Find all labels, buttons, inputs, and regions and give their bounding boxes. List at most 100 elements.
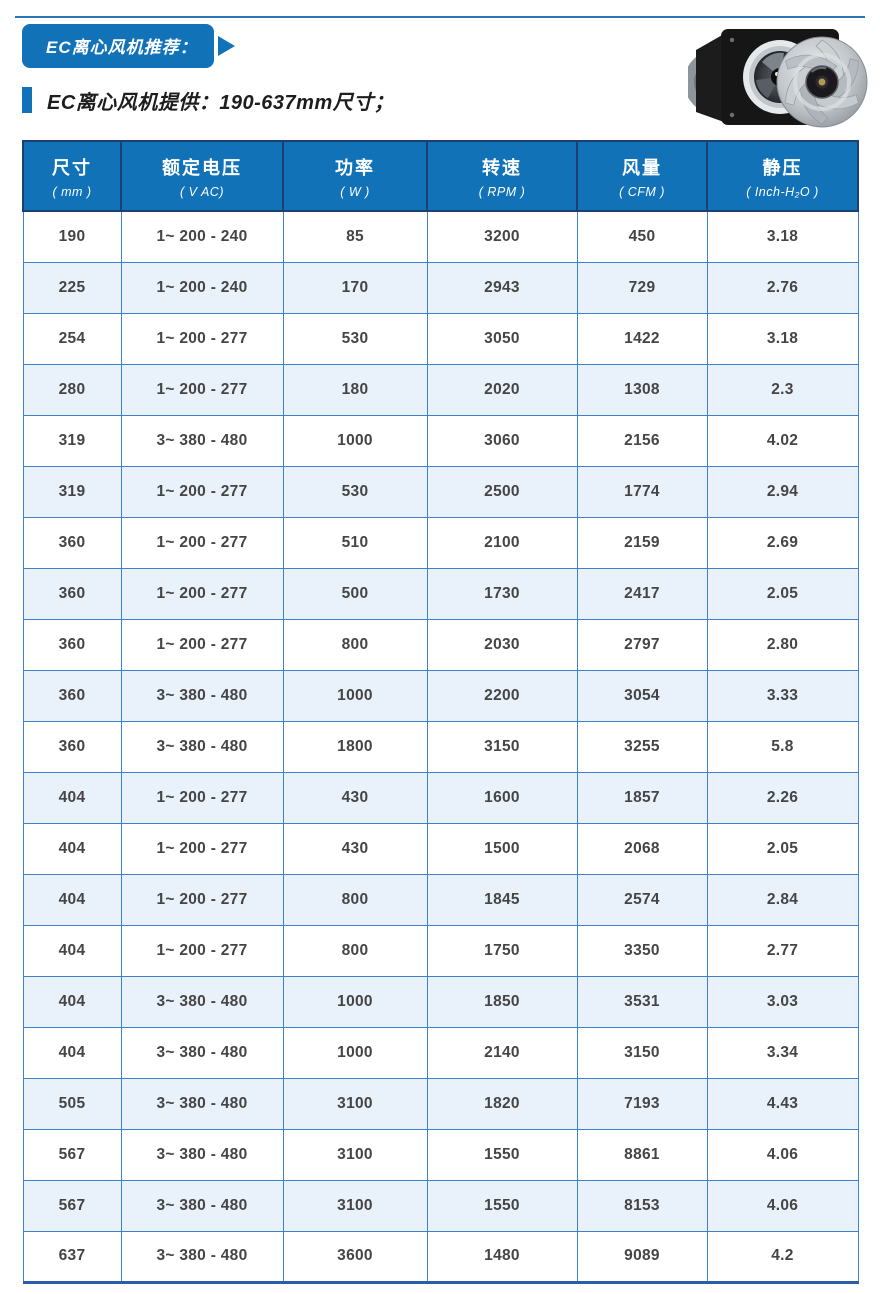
table-cell: 1850 xyxy=(426,975,578,1028)
table-cell: 4.43 xyxy=(706,1077,859,1130)
table-cell: 3255 xyxy=(576,720,708,773)
table-cell: 319 xyxy=(22,414,122,467)
table-cell: 1845 xyxy=(426,873,578,926)
table-cell: 5.8 xyxy=(706,720,859,773)
column-header-6: 静压 ( Inch-H₂O ) xyxy=(706,140,859,212)
table-cell: 3~ 380 - 480 xyxy=(120,1077,284,1130)
table-cell: 1~ 200 - 277 xyxy=(120,516,284,569)
table-row: 404 1~ 200 - 277 430 1600 1857 2.26 xyxy=(22,771,859,824)
table-cell: 3~ 380 - 480 xyxy=(120,720,284,773)
column-label: 尺寸 xyxy=(52,157,92,178)
table-row: 319 3~ 380 - 480 1000 3060 2156 4.02 xyxy=(22,414,859,467)
table-cell: 1~ 200 - 240 xyxy=(120,261,284,314)
table-row: 567 3~ 380 - 480 3100 1550 8153 4.06 xyxy=(22,1179,859,1232)
table-row: 567 3~ 380 - 480 3100 1550 8861 4.06 xyxy=(22,1128,859,1181)
table-cell: 2.05 xyxy=(706,567,859,620)
table-cell: 3150 xyxy=(576,1026,708,1079)
table-cell: 360 xyxy=(22,567,122,620)
table-cell: 2417 xyxy=(576,567,708,620)
table-cell: 4.06 xyxy=(706,1128,859,1181)
table-cell: 360 xyxy=(22,516,122,569)
blue-square-bullet-icon xyxy=(22,87,32,113)
table-cell: 404 xyxy=(22,975,122,1028)
column-unit: ( CFM ) xyxy=(619,184,665,199)
table-cell: 254 xyxy=(22,312,122,365)
column-header-2: 额定电压 ( V AC) xyxy=(120,140,284,212)
table-row: 404 1~ 200 - 277 800 1750 3350 2.77 xyxy=(22,924,859,977)
table-cell: 800 xyxy=(282,618,428,671)
table-cell: 3.03 xyxy=(706,975,859,1028)
table-cell: 3054 xyxy=(576,669,708,722)
table-cell: 1857 xyxy=(576,771,708,824)
table-cell: 4.06 xyxy=(706,1179,859,1232)
table-cell: 3~ 380 - 480 xyxy=(120,1128,284,1181)
table-cell: 2797 xyxy=(576,618,708,671)
table-cell: 85 xyxy=(282,210,428,263)
fan-product-photo xyxy=(684,22,870,130)
table-row: 404 3~ 380 - 480 1000 2140 3150 3.34 xyxy=(22,1026,859,1079)
column-unit: ( RPM ) xyxy=(478,184,526,199)
column-unit: ( V AC) xyxy=(179,184,224,199)
table-cell: 225 xyxy=(22,261,122,314)
table-cell: 3~ 380 - 480 xyxy=(120,1179,284,1232)
table-cell: 1000 xyxy=(282,414,428,467)
top-divider xyxy=(15,16,865,18)
table-cell: 1600 xyxy=(426,771,578,824)
table-row: 190 1~ 200 - 240 85 3200 450 3.18 xyxy=(22,210,859,263)
table-cell: 280 xyxy=(22,363,122,416)
table-row: 319 1~ 200 - 277 530 2500 1774 2.94 xyxy=(22,465,859,518)
table-cell: 1~ 200 - 277 xyxy=(120,771,284,824)
table-body: 190 1~ 200 - 240 85 3200 450 3.18 225 1~ 200 - … xyxy=(22,210,859,1284)
fan-spec-table: 尺寸 ( mm ) 额定电压 ( V AC) 功率 ( W ) 转速 ( RPM ) 风量 ( C… xyxy=(22,140,859,1284)
table-cell: 404 xyxy=(22,822,122,875)
table-cell: 190 xyxy=(22,210,122,263)
table-cell: 637 xyxy=(22,1230,122,1284)
table-cell: 7193 xyxy=(576,1077,708,1130)
table-cell: 800 xyxy=(282,873,428,926)
table-cell: 3.18 xyxy=(706,210,859,263)
table-cell: 3150 xyxy=(426,720,578,773)
table-cell: 1308 xyxy=(576,363,708,416)
table-cell: 9089 xyxy=(576,1230,708,1284)
table-cell: 319 xyxy=(22,465,122,518)
table-cell: 450 xyxy=(576,210,708,263)
table-cell: 2200 xyxy=(426,669,578,722)
table-cell: 567 xyxy=(22,1179,122,1232)
table-cell: 1000 xyxy=(282,975,428,1028)
table-cell: 2159 xyxy=(576,516,708,569)
table-cell: 2030 xyxy=(426,618,578,671)
table-cell: 2156 xyxy=(576,414,708,467)
table-cell: 4.2 xyxy=(706,1230,859,1284)
section-ribbon: EC离心风机推荐： xyxy=(22,24,235,68)
table-cell: 170 xyxy=(282,261,428,314)
table-cell: 1~ 200 - 277 xyxy=(120,465,284,518)
table-cell: 1550 xyxy=(426,1179,578,1232)
table-cell: 1800 xyxy=(282,720,428,773)
table-cell: 2.94 xyxy=(706,465,859,518)
table-cell: 2.76 xyxy=(706,261,859,314)
subtitle-text: EC离心风机提供：190-637mm尺寸； xyxy=(47,91,395,114)
table-cell: 3~ 380 - 480 xyxy=(120,414,284,467)
table-header: 尺寸 ( mm ) 额定电压 ( V AC) 功率 ( W ) 转速 ( RPM ) 风量 ( C… xyxy=(22,140,859,212)
table-cell: 1~ 200 - 277 xyxy=(120,873,284,926)
column-header-4: 转速 ( RPM ) xyxy=(426,140,578,212)
table-cell: 3350 xyxy=(576,924,708,977)
table-cell: 510 xyxy=(282,516,428,569)
table-row: 225 1~ 200 - 240 170 2943 729 2.76 xyxy=(22,261,859,314)
table-cell: 1~ 200 - 277 xyxy=(120,822,284,875)
table-cell: 1000 xyxy=(282,669,428,722)
table-row: 637 3~ 380 - 480 3600 1480 9089 4.2 xyxy=(22,1230,859,1284)
table-cell: 8861 xyxy=(576,1128,708,1181)
table-row: 404 1~ 200 - 277 800 1845 2574 2.84 xyxy=(22,873,859,926)
table-row: 360 1~ 200 - 277 800 2030 2797 2.80 xyxy=(22,618,859,671)
table-cell: 3100 xyxy=(282,1077,428,1130)
table-cell: 1~ 200 - 277 xyxy=(120,618,284,671)
table-cell: 2020 xyxy=(426,363,578,416)
table-cell: 360 xyxy=(22,618,122,671)
table-cell: 2.84 xyxy=(706,873,859,926)
table-cell: 2068 xyxy=(576,822,708,875)
table-cell: 3100 xyxy=(282,1128,428,1181)
column-header-5: 风量 ( CFM ) xyxy=(576,140,708,212)
table-cell: 430 xyxy=(282,771,428,824)
table-cell: 404 xyxy=(22,1026,122,1079)
